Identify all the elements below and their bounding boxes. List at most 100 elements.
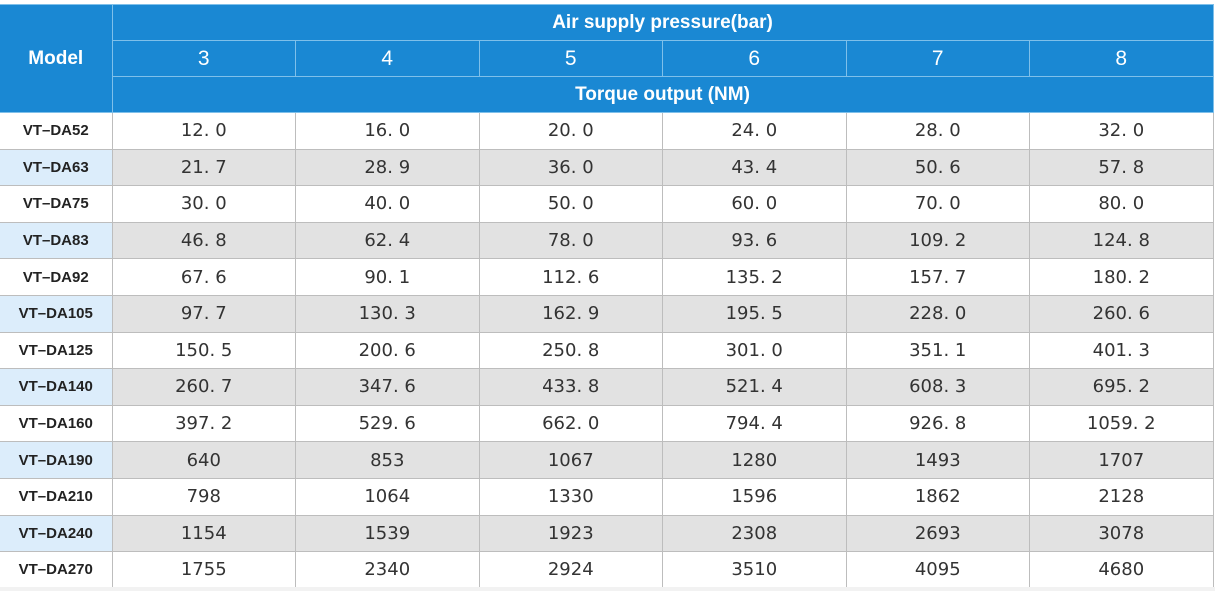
pressure-header-cell: 4: [295, 40, 480, 77]
pressure-header-cell: 6: [662, 40, 847, 77]
torque-value-cell: 1707: [1029, 441, 1214, 479]
torque-value-cell: 347. 6: [295, 368, 480, 406]
torque-value-cell: 16. 0: [295, 112, 480, 150]
torque-value-cell: 24. 0: [662, 112, 847, 150]
torque-value-cell: 162. 9: [478, 294, 663, 333]
model-cell: VT–DA52: [0, 112, 113, 150]
torque-value-cell: 521. 4: [662, 368, 847, 406]
model-cell: VT–DA125: [0, 331, 113, 370]
torque-value-cell: 260. 6: [1029, 294, 1214, 333]
torque-value-cell: 30. 0: [111, 185, 296, 223]
torque-value-cell: 1154: [111, 514, 296, 553]
torque-value-cell: 43. 4: [662, 148, 847, 187]
torque-value-cell: 2340: [295, 551, 480, 589]
header-row-pressures: 3 4 5 6 7 8: [0, 40, 1214, 77]
torque-value-cell: 2128: [1029, 477, 1214, 516]
torque-value-cell: 250. 8: [478, 331, 663, 370]
torque-value-cell: 351. 1: [845, 331, 1030, 370]
model-cell: VT–DA63: [0, 148, 113, 187]
torque-value-cell: 60. 0: [662, 185, 847, 223]
bottom-divider: [0, 587, 1215, 591]
torque-value-cell: 20. 0: [478, 112, 663, 150]
model-cell: VT–DA140: [0, 368, 113, 406]
torque-value-cell: 157. 7: [845, 258, 1030, 296]
table-row: VT–DA270 1755 2340 2924 3510 4095 4680: [0, 551, 1214, 589]
table-row: VT–DA52 12. 0 16. 0 20. 0 24. 0 28. 0 32. 0: [0, 112, 1214, 150]
torque-value-cell: 1755: [111, 551, 296, 589]
torque-value-cell: 62. 4: [295, 221, 480, 260]
torque-value-cell: 695. 2: [1029, 368, 1214, 406]
torque-value-cell: 124. 8: [1029, 221, 1214, 260]
torque-value-cell: 433. 8: [478, 368, 663, 406]
model-cell: VT–DA210: [0, 477, 113, 516]
torque-value-cell: 80. 0: [1029, 185, 1214, 223]
torque-value-cell: 12. 0: [111, 112, 296, 150]
pressure-header-cell: 5: [478, 40, 663, 77]
torque-value-cell: 228. 0: [845, 294, 1030, 333]
torque-value-cell: 135. 2: [662, 258, 847, 296]
torque-value-cell: 130. 3: [295, 294, 480, 333]
pressure-header-cell: 7: [845, 40, 1030, 77]
torque-value-cell: 50. 6: [845, 148, 1030, 187]
torque-value-cell: 97. 7: [111, 294, 296, 333]
table-row: VT–DA125 150. 5 200. 6 250. 8 301. 0 351. 1 40…: [0, 331, 1214, 370]
torque-value-cell: 401. 3: [1029, 331, 1214, 370]
table-row: VT–DA160 397. 2 529. 6 662. 0 794. 4 926. 8 10…: [0, 404, 1214, 443]
model-cell: VT–DA105: [0, 294, 113, 333]
torque-value-cell: 798: [111, 477, 296, 516]
torque-value-cell: 529. 6: [295, 404, 480, 443]
model-cell: VT–DA75: [0, 185, 113, 223]
torque-output-header: Torque output (NM): [111, 76, 1214, 113]
torque-value-cell: 78. 0: [478, 221, 663, 260]
torque-value-cell: 36. 0: [478, 148, 663, 187]
torque-value-cell: 28. 9: [295, 148, 480, 187]
table-row: VT–DA63 21. 7 28. 9 36. 0 43. 4 50. 6 57. 8: [0, 148, 1214, 187]
torque-value-cell: 50. 0: [478, 185, 663, 223]
air-pressure-header: Air supply pressure(bar): [111, 4, 1214, 41]
model-cell: VT–DA240: [0, 514, 113, 553]
table-row: VT–DA140 260. 7 347. 6 433. 8 521. 4 608. 3 69…: [0, 368, 1214, 406]
torque-value-cell: 853: [295, 441, 480, 479]
torque-value-cell: 200. 6: [295, 331, 480, 370]
model-cell: VT–DA92: [0, 258, 113, 296]
torque-value-cell: 40. 0: [295, 185, 480, 223]
model-cell: VT–DA83: [0, 221, 113, 260]
pressure-header-cell: 8: [1029, 40, 1214, 77]
torque-value-cell: 2308: [662, 514, 847, 553]
torque-value-cell: 109. 2: [845, 221, 1030, 260]
torque-value-cell: 112. 6: [478, 258, 663, 296]
torque-value-cell: 1862: [845, 477, 1030, 516]
torque-value-cell: 4095: [845, 551, 1030, 589]
model-cell: VT–DA160: [0, 404, 113, 443]
torque-value-cell: 608. 3: [845, 368, 1030, 406]
torque-value-cell: 70. 0: [845, 185, 1030, 223]
model-column-header: Model: [0, 4, 113, 113]
torque-value-cell: 28. 0: [845, 112, 1030, 150]
table-row: VT–DA105 97. 7 130. 3 162. 9 195. 5 228. 0 260…: [0, 294, 1214, 333]
torque-value-cell: 93. 6: [662, 221, 847, 260]
table-row: VT–DA83 46. 8 62. 4 78. 0 93. 6 109. 2 124. 8: [0, 221, 1214, 260]
model-cell: VT–DA190: [0, 441, 113, 479]
torque-value-cell: 662. 0: [478, 404, 663, 443]
torque-value-cell: 1493: [845, 441, 1030, 479]
table-body: VT–DA52 12. 0 16. 0 20. 0 24. 0 28. 0 32. 0 VT–…: [0, 112, 1214, 589]
table-row: VT–DA240 1154 1539 1923 2308 2693 3078: [0, 514, 1214, 553]
table-row: VT–DA92 67. 6 90. 1 112. 6 135. 2 157. 7 180. …: [0, 258, 1214, 296]
torque-value-cell: 1539: [295, 514, 480, 553]
torque-value-cell: 1067: [478, 441, 663, 479]
torque-value-cell: 926. 8: [845, 404, 1030, 443]
header-row-pressure-title: Model Air supply pressure(bar): [0, 4, 1214, 113]
torque-value-cell: 1923: [478, 514, 663, 553]
torque-value-cell: 1064: [295, 477, 480, 516]
torque-value-cell: 67. 6: [111, 258, 296, 296]
torque-value-cell: 32. 0: [1029, 112, 1214, 150]
model-cell: VT–DA270: [0, 551, 113, 589]
torque-value-cell: 21. 7: [111, 148, 296, 187]
torque-value-cell: 4680: [1029, 551, 1214, 589]
torque-table-container: Model Air supply pressure(bar) 3 4 5 6 7…: [0, 4, 1214, 589]
header-row-torque-title: Torque output (NM): [0, 76, 1214, 113]
torque-value-cell: 1330: [478, 477, 663, 516]
torque-value-cell: 57. 8: [1029, 148, 1214, 187]
torque-value-cell: 46. 8: [111, 221, 296, 260]
torque-value-cell: 195. 5: [662, 294, 847, 333]
